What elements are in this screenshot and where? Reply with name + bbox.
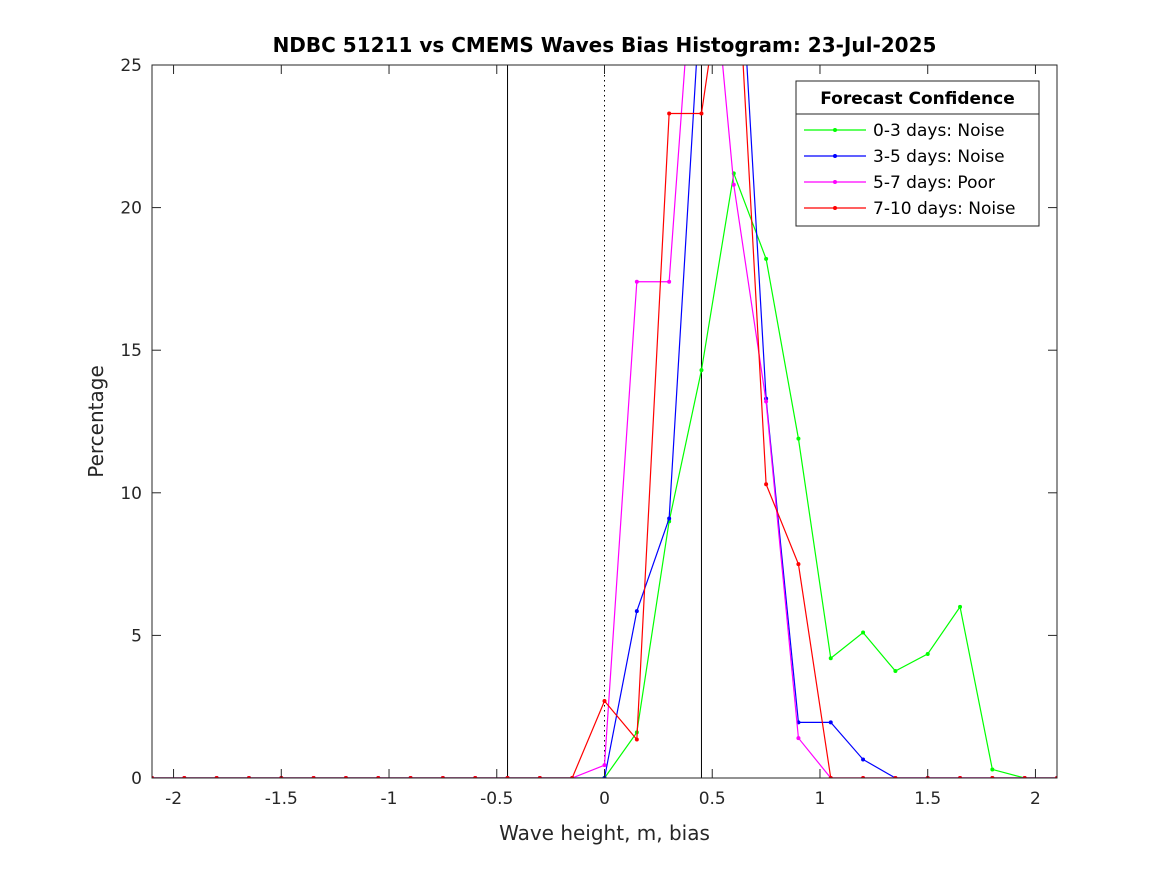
chart-title: NDBC 51211 vs CMEMS Waves Bias Histogram… [273,33,937,57]
legend-label: 5-7 days: Poor [873,173,995,193]
x-tick-label: 0 [599,789,610,809]
x-tick-label: -1 [381,789,398,809]
y-tick-label: 10 [120,484,142,504]
y-tick-label: 15 [120,341,142,361]
data-point [861,757,866,762]
data-point [667,516,672,521]
x-tick-label: 1.5 [914,789,941,809]
data-point [731,182,736,187]
legend-marker [833,154,837,158]
data-point [699,368,704,373]
data-point [828,720,833,725]
x-tick-label: -1.5 [265,789,298,809]
x-tick-label: 1 [815,789,826,809]
legend-marker [833,128,837,132]
series-line [152,171,1057,778]
data-point [990,767,995,772]
legend-label: 3-5 days: Noise [873,147,1005,167]
data-point [602,763,607,768]
data-point [796,736,801,741]
legend-label: 7-10 days: Noise [873,199,1015,219]
data-point [602,698,607,703]
data-point [828,656,833,661]
legend-marker [833,206,837,210]
y-tick-label: 25 [120,56,142,76]
data-point [764,399,769,404]
x-tick-label: 2 [1030,789,1041,809]
data-point [893,669,898,674]
legend-marker [833,180,837,184]
legend-entry: 5-7 days: Poor [804,173,995,193]
x-tick-label: -0.5 [480,789,513,809]
x-tick-label: 0.5 [699,789,726,809]
data-point [796,562,801,567]
data-point [634,737,639,742]
legend-entry: 7-10 days: Noise [804,199,1015,219]
ticks [152,64,1057,779]
reference-lines [507,65,702,778]
data-point [667,279,672,284]
data-point [764,482,769,487]
legend-box [795,80,1040,227]
legend-label: 0-3 days: Noise [873,121,1005,141]
data-point [925,651,930,656]
legend: Forecast Confidence 0-3 days: Noise 3-5 d… [795,80,1040,227]
data-point [861,630,866,635]
y-axis-label: Percentage [84,365,108,478]
legend-entry: 3-5 days: Noise [804,147,1005,167]
data-point [958,604,963,609]
data-point [634,609,639,614]
legend-entry: 0-3 days: Noise [804,121,1005,141]
legend-entries: 0-3 days: Noise 3-5 days: Noise 5-7 days: … [804,121,1015,219]
data-point [764,256,769,261]
data-point [634,279,639,284]
legend-title: Forecast Confidence [820,89,1015,109]
x-axis-label: Wave height, m, bias [499,821,710,845]
y-tick-label: 5 [131,626,142,646]
data-point [796,436,801,441]
y-tick-label: 0 [131,769,142,789]
x-tick-label: -2 [165,789,182,809]
y-tick-label: 20 [120,199,142,219]
data-point [699,111,704,116]
data-point [667,111,672,116]
